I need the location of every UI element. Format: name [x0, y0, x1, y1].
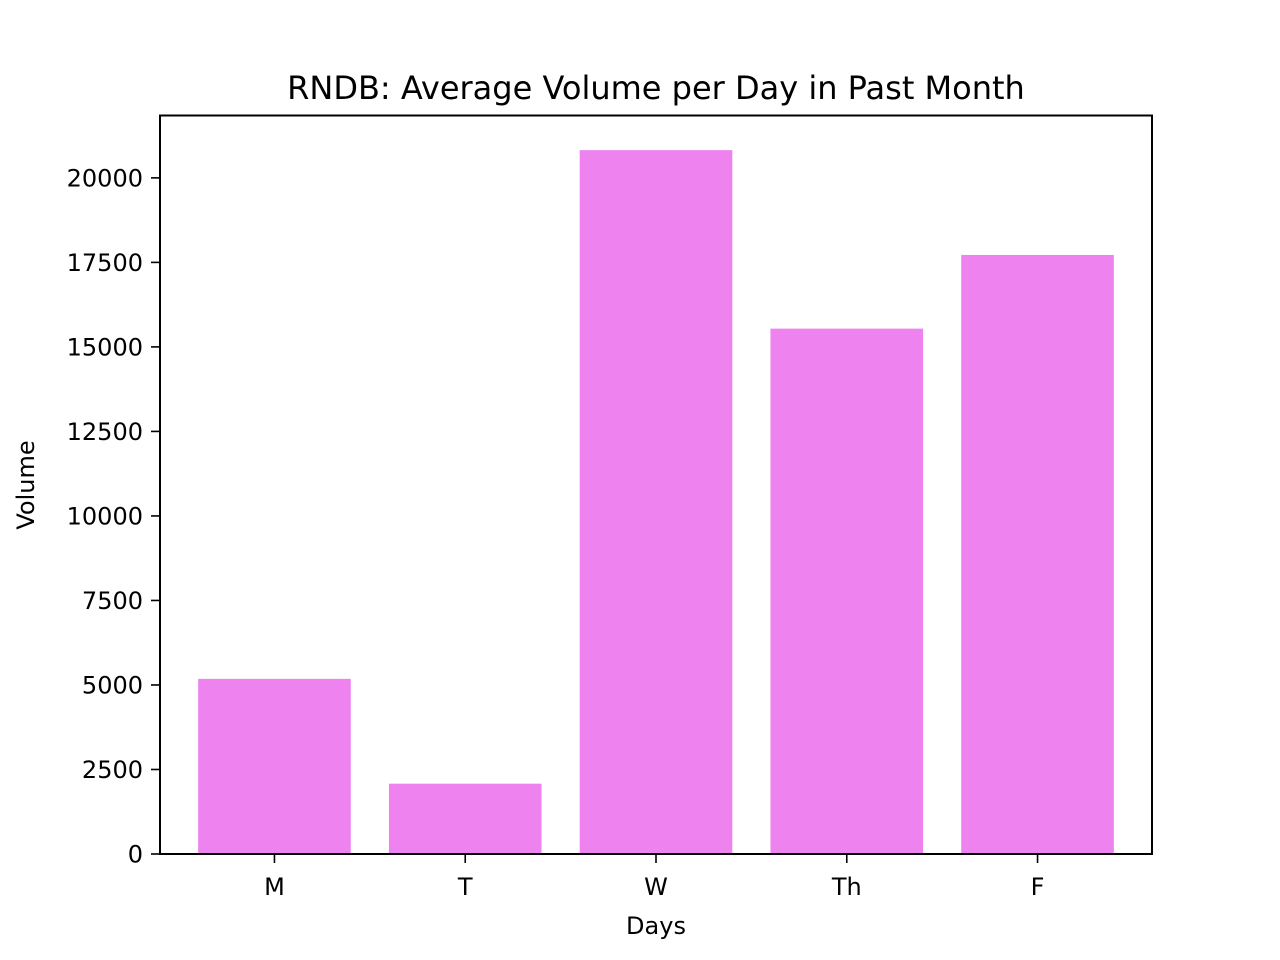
bar-t [388, 783, 542, 854]
bar-w [579, 150, 733, 855]
y-tick-label: 17500 [67, 249, 143, 277]
y-tick-label: 0 [128, 841, 143, 869]
y-axis-label: Volume [12, 440, 40, 529]
y-tick-label: 7500 [82, 587, 143, 615]
y-tick-label: 5000 [82, 671, 143, 699]
bars-group [198, 150, 1114, 855]
x-tick-label: Th [831, 873, 862, 901]
bar-f [961, 254, 1114, 855]
y-tick-label: 15000 [67, 333, 143, 361]
x-axis-ticks: M T W Th F [264, 854, 1044, 901]
x-tick-label: W [644, 873, 668, 901]
x-axis-label: Days [626, 912, 686, 940]
axes-frame [159, 114, 1153, 855]
bar-m [198, 678, 351, 854]
bar-th [770, 328, 924, 854]
y-axis-ticks: 0 2500 5000 7500 10000 12500 15000 17500 20000 [67, 164, 160, 869]
y-tick-label: 12500 [67, 418, 143, 446]
x-tick-label: T [457, 873, 473, 901]
x-tick-label: F [1031, 873, 1045, 901]
x-tick-label: M [264, 873, 285, 901]
y-tick-label: 2500 [82, 756, 143, 784]
chart-title: RNDB: Average Volume per Day in Past Mon… [287, 69, 1025, 107]
y-tick-label: 20000 [67, 164, 143, 192]
y-tick-label: 10000 [67, 502, 143, 530]
